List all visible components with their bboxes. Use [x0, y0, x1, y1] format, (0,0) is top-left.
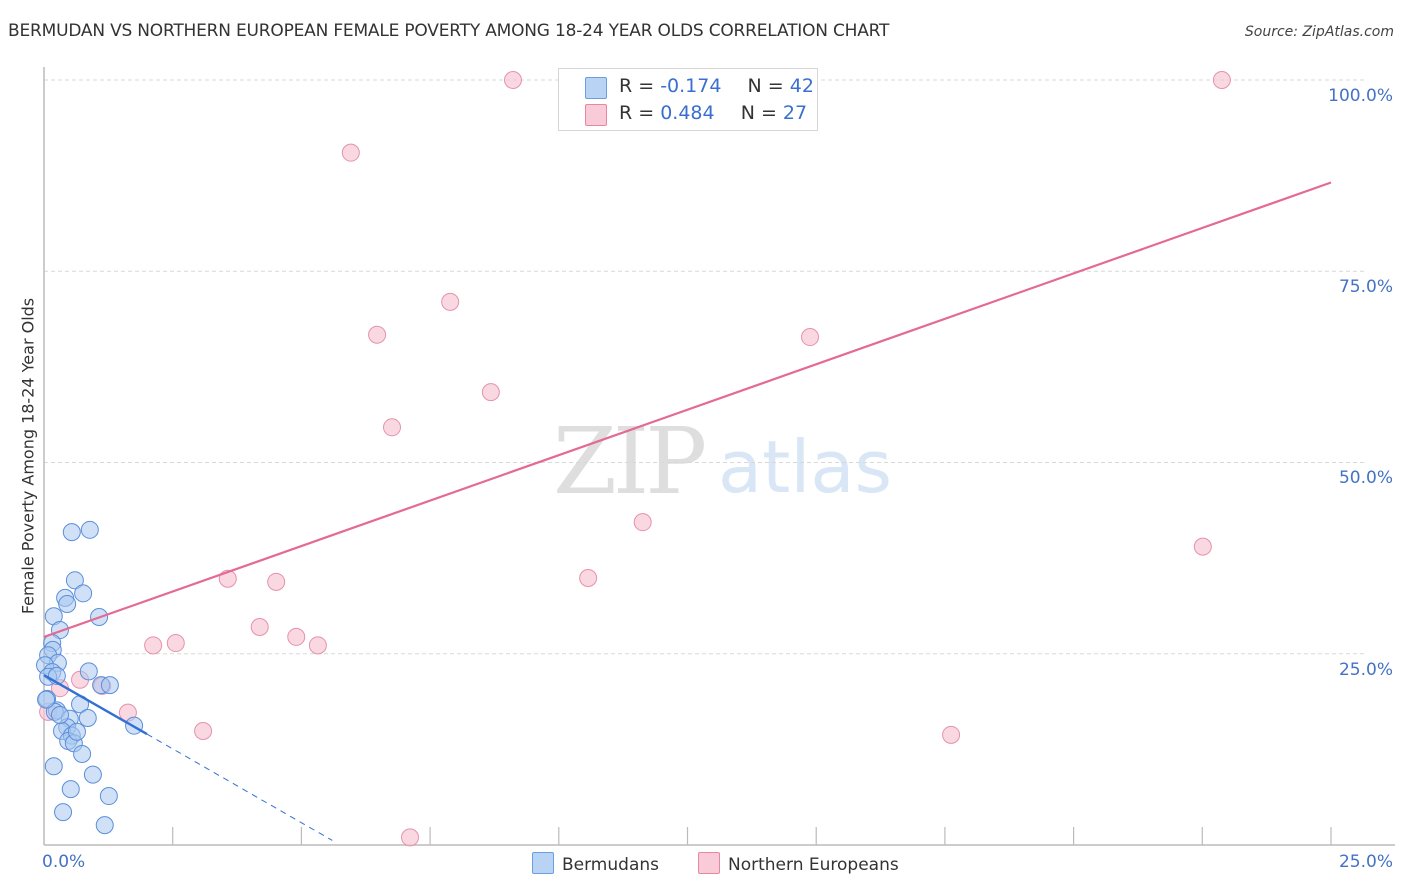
- bermudans-legend-swatch-icon: [532, 852, 554, 874]
- bottom-legend-northern-europeans[interactable]: Northern Europeans: [698, 852, 899, 875]
- data-point: [144, 636, 163, 655]
- data-point: [61, 780, 80, 799]
- n-value-northern-europeans: 27: [782, 102, 808, 124]
- n-label: N =: [740, 102, 783, 124]
- x-tick-0: 0.0%: [42, 852, 86, 872]
- data-point: [579, 569, 598, 588]
- data-point: [383, 418, 402, 437]
- n-label: N =: [747, 75, 790, 97]
- y-axis-label: Female Poverty Among 18-24 Year Olds: [18, 297, 38, 615]
- data-point: [67, 722, 86, 741]
- bermudans-trend-extension: [146, 733, 333, 841]
- data-point: [633, 513, 652, 532]
- data-point: [341, 143, 360, 162]
- r-value-bermudans: -0.174: [660, 75, 722, 97]
- data-point: [166, 634, 185, 653]
- axes: [43, 67, 1395, 846]
- northern-europeans-points: [39, 71, 1231, 847]
- northern-europeans-trend-line: [43, 181, 1332, 638]
- data-point: [503, 71, 522, 89]
- trend-lines: [43, 181, 1332, 841]
- northern-europeans-swatch-icon: [585, 104, 607, 126]
- data-point: [250, 617, 269, 636]
- data-point: [54, 803, 73, 822]
- r-label: R =: [619, 75, 661, 97]
- watermark-zip: ZIP: [553, 408, 707, 515]
- x-tick-25: 25.0%: [1338, 852, 1393, 872]
- source-label: Source: ZipAtlas.com: [1244, 24, 1394, 40]
- data-point: [100, 676, 119, 695]
- data-point: [78, 709, 97, 728]
- y-tick-75: 75.0%: [1338, 277, 1393, 297]
- data-point: [37, 690, 56, 709]
- data-point: [74, 584, 93, 603]
- watermark-atlas: atlas: [718, 425, 892, 509]
- y-tick-100: 100.0%: [1328, 86, 1393, 106]
- northern-europeans-legend-swatch-icon: [698, 852, 720, 874]
- data-point: [368, 325, 387, 344]
- data-point: [194, 722, 213, 741]
- data-point: [73, 744, 92, 763]
- bermudans-points: [36, 520, 144, 835]
- data-point: [942, 725, 961, 744]
- correlation-legend: R = -0.174 N = 42 R = 0.484 N = 27: [558, 68, 818, 131]
- r-value-northern-europeans: 0.484: [660, 102, 715, 124]
- data-point: [65, 571, 84, 590]
- data-point: [58, 595, 77, 614]
- data-point: [44, 757, 63, 776]
- data-point: [95, 816, 114, 835]
- data-point: [267, 572, 286, 591]
- data-point: [62, 523, 81, 542]
- r-label: R =: [619, 102, 661, 124]
- data-point: [481, 383, 500, 402]
- data-point: [287, 627, 306, 646]
- data-point: [441, 292, 460, 311]
- bermudans-trend-line: [43, 674, 148, 736]
- data-point: [83, 765, 102, 784]
- data-point: [50, 705, 69, 724]
- n-value-bermudans: 42: [789, 75, 814, 97]
- y-tick-25: 25.0%: [1338, 660, 1393, 680]
- data-point: [1193, 537, 1212, 556]
- data-point: [99, 787, 118, 806]
- data-point: [1212, 71, 1231, 89]
- y-tick-50: 50.0%: [1338, 468, 1393, 488]
- data-point: [80, 520, 99, 539]
- bottom-legend-bermudans[interactable]: Bermudans: [532, 852, 659, 875]
- chart-title: BERMUDAN VS NORTHERN EUROPEAN FEMALE POV…: [8, 21, 890, 41]
- data-point: [401, 828, 420, 847]
- bermudans-swatch-icon: [585, 77, 607, 99]
- data-point: [308, 636, 327, 655]
- data-point: [801, 328, 820, 347]
- bermudans-legend-label: Bermudans: [562, 855, 659, 875]
- northern-europeans-legend-label: Northern Europeans: [728, 855, 899, 875]
- data-point: [79, 662, 98, 681]
